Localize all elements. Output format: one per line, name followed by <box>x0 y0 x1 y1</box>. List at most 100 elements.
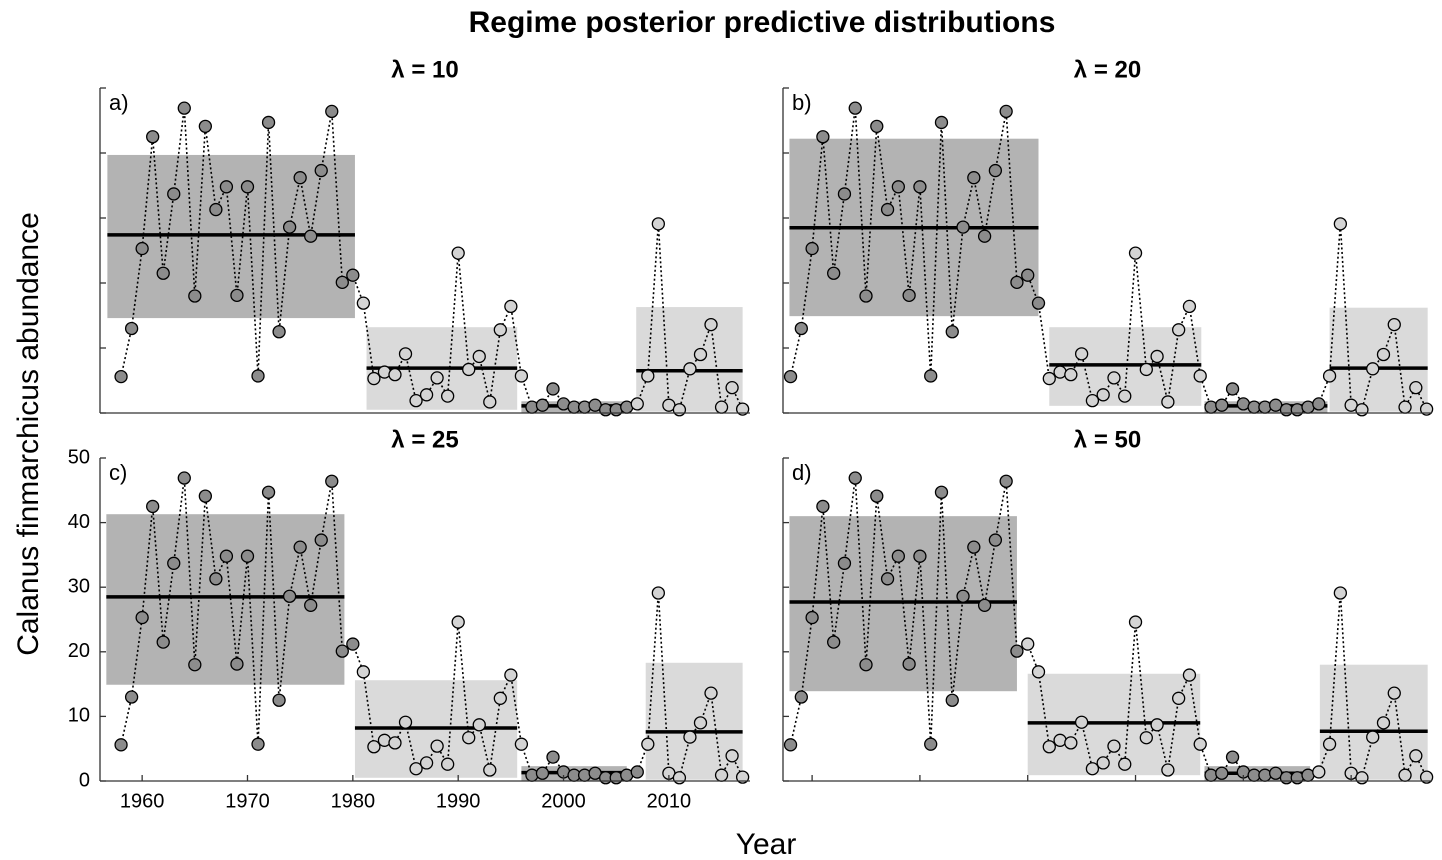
data-point <box>827 266 841 280</box>
data-point <box>1322 737 1337 751</box>
data-point <box>430 371 444 385</box>
data-point <box>146 499 160 514</box>
data-point <box>1085 762 1100 776</box>
data-point <box>282 220 297 234</box>
regime-band <box>1319 664 1428 780</box>
data-point <box>388 736 402 750</box>
data-point <box>735 402 750 416</box>
data-point <box>514 737 529 751</box>
data-point <box>848 471 862 485</box>
figure-title: Regime posterior predictive distribution… <box>469 6 1056 39</box>
data-point <box>859 658 873 672</box>
panel-title: λ = 25 <box>391 426 458 453</box>
data-point <box>356 665 371 679</box>
data-point <box>641 369 655 383</box>
data-point <box>683 730 697 744</box>
data-point <box>198 119 212 133</box>
data-point <box>261 485 276 499</box>
y-tick-label: 50 <box>68 446 90 468</box>
data-point <box>1118 389 1132 403</box>
panel-label: c) <box>109 460 127 485</box>
data-point <box>693 716 708 730</box>
data-point <box>293 540 307 554</box>
data-point <box>472 349 486 364</box>
data-point <box>1074 347 1089 361</box>
data-point <box>1128 615 1143 629</box>
data-point <box>1053 365 1067 379</box>
data-point <box>714 400 729 414</box>
data-point <box>837 187 852 201</box>
regime-band <box>1329 307 1428 412</box>
data-point <box>945 325 959 339</box>
data-point <box>335 644 349 658</box>
data-point <box>219 180 234 194</box>
data-point <box>956 220 970 234</box>
data-point <box>934 485 949 499</box>
panel-title: λ = 20 <box>1074 56 1141 83</box>
data-point <box>891 180 906 194</box>
data-point <box>1301 768 1315 782</box>
data-point <box>672 403 687 417</box>
x-tick-label: 1960 <box>120 790 165 812</box>
y-axis-label: Calanus finmarchicus abundance <box>12 212 45 656</box>
data-point <box>493 323 507 337</box>
data-line <box>120 477 744 779</box>
panel-label: d) <box>792 460 812 485</box>
data-point <box>1031 665 1046 679</box>
data-point <box>462 362 476 377</box>
data-point <box>314 533 328 547</box>
data-point <box>124 690 139 704</box>
data-point <box>651 217 665 231</box>
data-point <box>114 369 128 384</box>
data-point <box>272 325 286 339</box>
data-point <box>1182 299 1197 314</box>
data-point <box>209 202 223 217</box>
data-point <box>167 556 181 570</box>
data-point <box>156 635 170 649</box>
data-point <box>1398 400 1412 414</box>
data-point <box>1064 367 1078 382</box>
data-point <box>483 395 497 409</box>
data-point <box>1312 765 1326 779</box>
data-point <box>1290 403 1304 417</box>
data-point <box>999 474 1013 488</box>
data-point <box>704 317 718 332</box>
data-point <box>304 229 318 243</box>
data-point <box>240 180 255 194</box>
data-point <box>1031 296 1046 310</box>
data-point <box>325 474 339 488</box>
data-point <box>1042 740 1056 754</box>
data-point <box>1139 731 1153 745</box>
data-point <box>1107 371 1121 385</box>
data-point <box>356 296 371 310</box>
data-point <box>977 229 992 243</box>
y-tick-label: 30 <box>68 575 90 597</box>
data-point <box>398 347 413 361</box>
data-point <box>683 362 697 376</box>
data-point <box>440 757 455 771</box>
data-point <box>546 750 560 764</box>
data-point <box>209 572 223 586</box>
data-point <box>704 686 718 700</box>
data-point <box>146 130 160 144</box>
data-point <box>967 540 981 554</box>
data-point <box>504 299 518 314</box>
data-point <box>398 715 413 729</box>
data-point <box>672 771 687 785</box>
data-point <box>1053 733 1067 747</box>
data-point <box>880 202 895 217</box>
data-point <box>367 740 381 754</box>
data-point <box>1021 637 1035 651</box>
data-point <box>848 101 862 115</box>
data-point <box>1376 716 1391 730</box>
data-point <box>794 321 808 336</box>
data-point <box>1021 268 1035 282</box>
data-point <box>1225 382 1240 396</box>
data-point <box>535 398 550 412</box>
regime-band <box>636 307 743 412</box>
data-point <box>1107 739 1121 753</box>
data-point <box>913 180 927 194</box>
data-point <box>1409 380 1423 395</box>
data-point <box>1258 768 1272 782</box>
